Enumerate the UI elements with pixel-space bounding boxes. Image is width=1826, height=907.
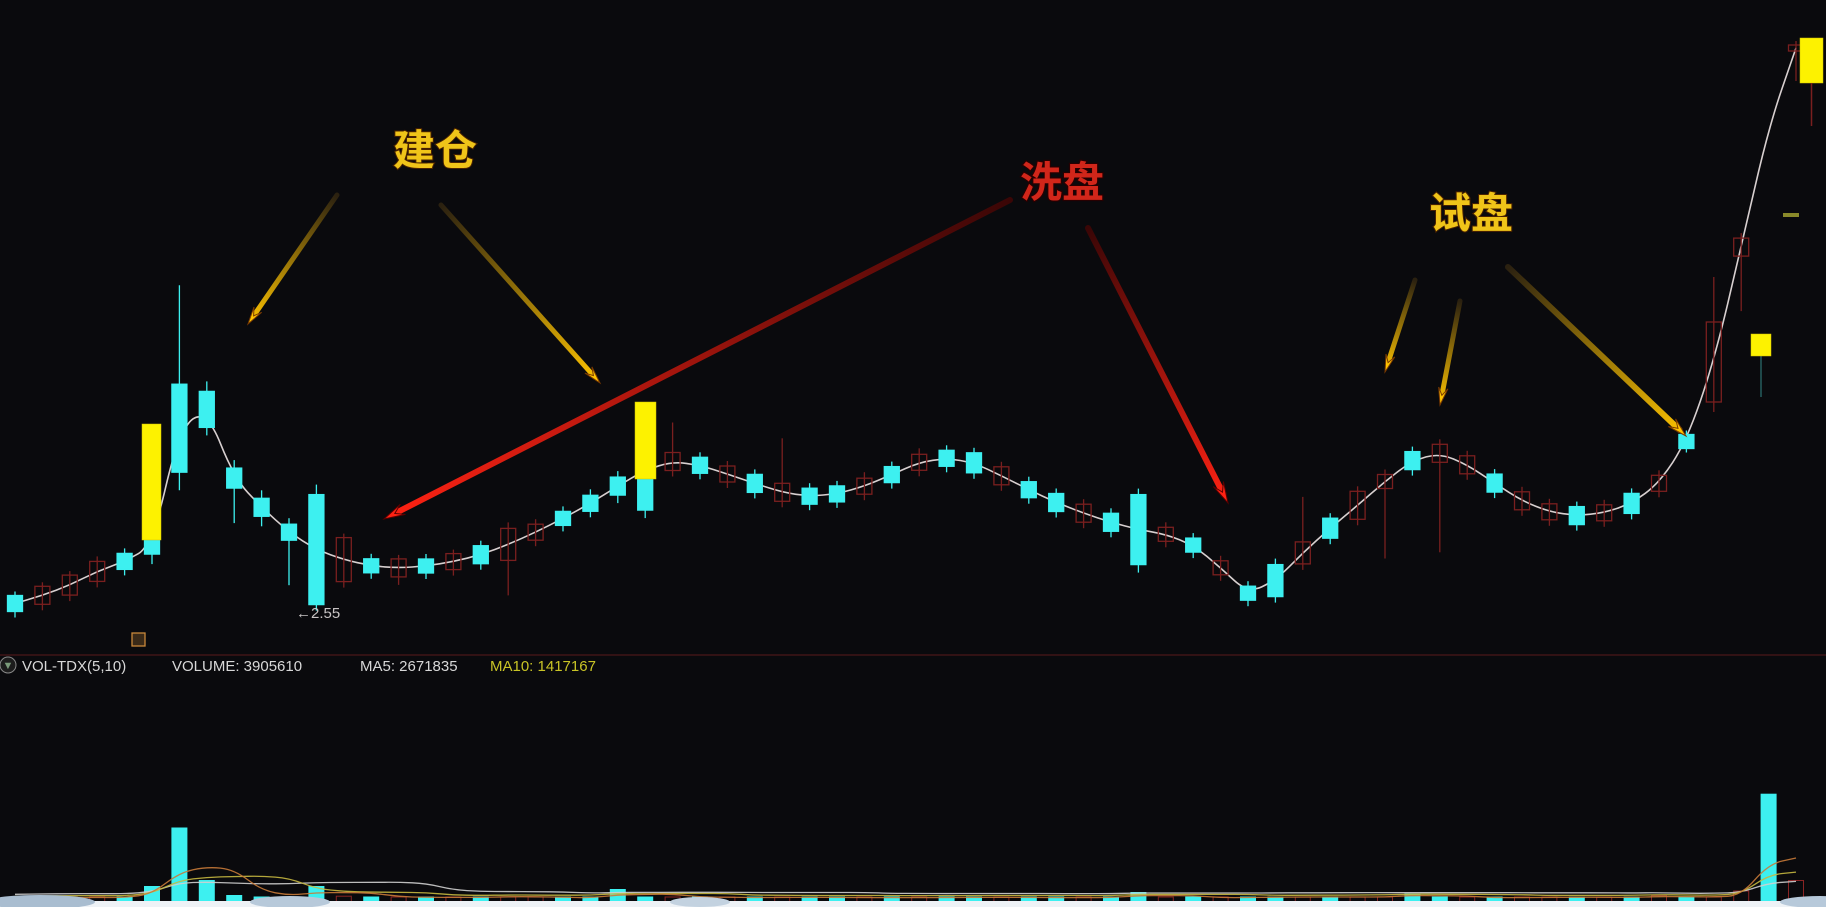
svg-text:▼: ▼ <box>3 660 14 672</box>
svg-text:建仓: 建仓 <box>393 117 477 178</box>
svg-text:试盘: 试盘 <box>1429 180 1513 241</box>
svg-text:VOLUME: 3905610: VOLUME: 3905610 <box>172 658 302 675</box>
svg-text:MA10: 1417167: MA10: 1417167 <box>490 658 596 675</box>
svg-text:洗盘: 洗盘 <box>1020 149 1104 210</box>
svg-text:←2.55: ←2.55 <box>296 605 340 622</box>
svg-text:MA5: 2671835: MA5: 2671835 <box>360 658 458 675</box>
svg-text:VOL-TDX(5,10): VOL-TDX(5,10) <box>22 658 126 675</box>
